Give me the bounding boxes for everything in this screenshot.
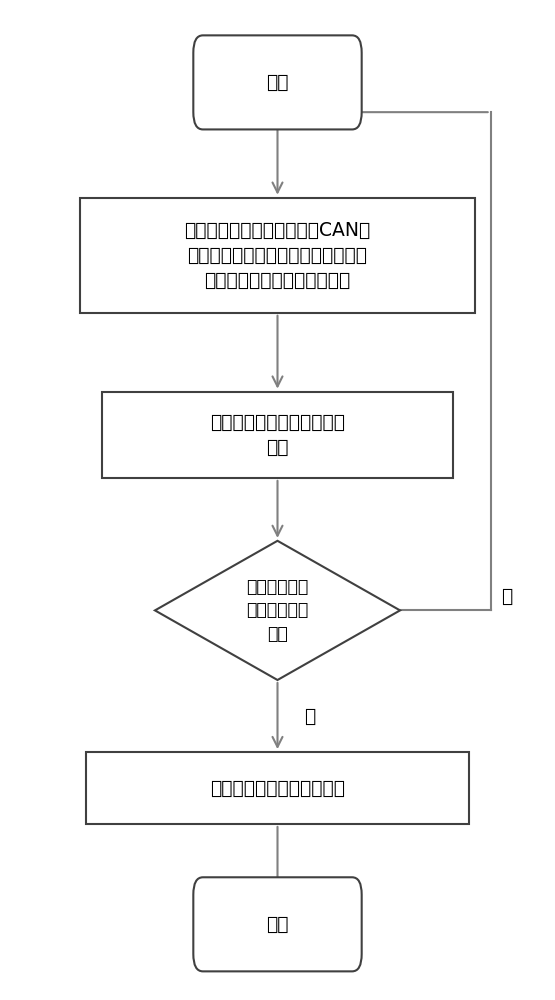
Bar <box>80 198 475 313</box>
Text: 传感器模块、执行器模块、CAN通
讯模块分别获取传感器采集的信号、
执行器故障、柴油机运行工况: 传感器模块、执行器模块、CAN通 讯模块分别获取传感器采集的信号、 执行器故障、… <box>184 221 371 290</box>
FancyBboxPatch shape <box>193 35 362 129</box>
Text: 结束: 结束 <box>266 915 289 934</box>
Polygon shape <box>155 541 400 680</box>
Text: 否: 否 <box>501 587 512 606</box>
Bar <box>102 392 453 478</box>
Text: 控制单元分析
判断是否存在
故障: 控制单元分析 判断是否存在 故障 <box>246 578 309 643</box>
FancyBboxPatch shape <box>193 877 362 971</box>
Bar <box>85 752 470 824</box>
Text: 是: 是 <box>304 706 315 726</box>
Text: 控制单元进行故障存储管理: 控制单元进行故障存储管理 <box>210 778 345 798</box>
Text: 控制单元分析处理接收到的
数据: 控制单元分析处理接收到的 数据 <box>210 413 345 457</box>
Text: 开始: 开始 <box>266 73 289 92</box>
